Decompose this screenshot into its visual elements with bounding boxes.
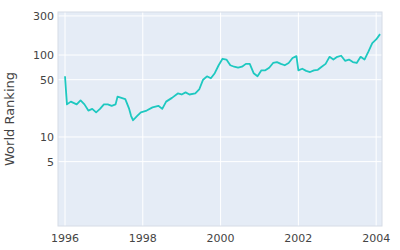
- y-grid-line: [58, 55, 382, 56]
- x-tick-label: 2000: [207, 232, 235, 245]
- y-grid-line: [58, 136, 382, 137]
- ranking-line: [65, 34, 380, 120]
- y-axis-label: World Ranking: [2, 72, 17, 166]
- x-grid-line: [298, 12, 299, 226]
- y-tick-label: 300: [33, 10, 54, 23]
- plot-frame: [58, 12, 382, 226]
- y-tick-label: 10: [40, 131, 54, 144]
- y-tick-label: 50: [40, 74, 54, 87]
- x-grid-line: [142, 12, 143, 226]
- x-grid-line: [220, 12, 221, 226]
- series-group: [65, 34, 380, 120]
- y-grid-line: [58, 79, 382, 80]
- y-tick-label: 100: [33, 49, 54, 62]
- x-tick-label: 2004: [362, 232, 390, 245]
- chart: 5 10 50 100 300 1996 1998 2000 2002 2004 World Ran…: [0, 0, 400, 250]
- y-grid-line: [58, 15, 382, 16]
- y-grid-line: [58, 161, 382, 162]
- x-tick-label: 1998: [129, 232, 157, 245]
- x-tick-label: 2002: [284, 232, 312, 245]
- x-grid-line: [65, 12, 66, 226]
- plot-background: [58, 12, 382, 226]
- y-tick-label: 5: [47, 156, 54, 169]
- x-grid-line: [376, 12, 377, 226]
- x-tick-label: 1996: [51, 232, 79, 245]
